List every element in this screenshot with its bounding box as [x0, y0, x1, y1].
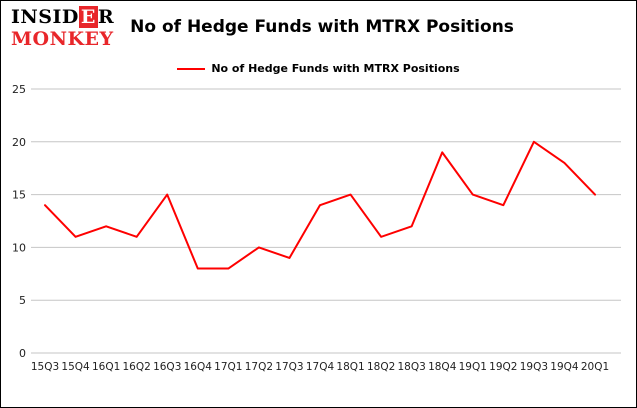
x-axis-tick-label: 16Q1: [92, 361, 120, 373]
legend-label: No of Hedge Funds with MTRX Positions: [211, 62, 459, 75]
x-axis-tick-label: 18Q2: [367, 361, 395, 373]
x-axis-tick-label: 16Q4: [184, 361, 213, 373]
legend-line-swatch: [177, 68, 205, 70]
x-axis-tick-label: 15Q4: [61, 361, 90, 373]
x-axis-tick-label: 15Q3: [31, 361, 59, 373]
logo-text-post: R: [98, 6, 114, 28]
x-axis-tick-label: 16Q2: [123, 361, 151, 373]
x-axis-tick-label: 19Q1: [459, 361, 487, 373]
page-title: No of Hedge Funds with MTRX Positions: [130, 17, 514, 37]
chart-card: INSIDER MONKEY No of Hedge Funds with MT…: [0, 0, 637, 408]
x-axis-tick-label: 17Q3: [275, 361, 303, 373]
y-axis-tick-label: 10: [12, 241, 26, 254]
data-series-line: [45, 142, 595, 269]
header: INSIDER MONKEY No of Hedge Funds with MT…: [11, 8, 514, 50]
x-axis-tick-label: 20Q1: [581, 361, 609, 373]
x-axis-tick-label: 19Q3: [520, 361, 548, 373]
x-axis-tick-label: 18Q1: [336, 361, 364, 373]
logo-highlight-letter: E: [79, 6, 98, 28]
x-axis-tick-label: 18Q3: [398, 361, 426, 373]
y-axis-tick-label: 5: [19, 294, 26, 307]
y-axis-tick-label: 25: [12, 83, 26, 96]
x-axis-tick-label: 18Q4: [428, 361, 457, 373]
y-axis-tick-label: 20: [12, 136, 26, 149]
y-axis-tick-label: 0: [19, 347, 26, 360]
logo-text-pre: INSID: [11, 6, 79, 28]
x-axis-tick-label: 17Q1: [214, 361, 242, 373]
x-axis-tick-label: 19Q4: [550, 361, 579, 373]
logo-line1: INSIDER: [11, 8, 114, 28]
y-axis-tick-label: 15: [12, 189, 26, 202]
x-axis-tick-label: 17Q2: [245, 361, 273, 373]
logo-line2: MONKEY: [11, 30, 114, 50]
chart-legend: No of Hedge Funds with MTRX Positions: [1, 62, 636, 75]
x-axis-tick-label: 16Q3: [153, 361, 181, 373]
line-chart: 051015202515Q315Q416Q116Q216Q316Q417Q117…: [1, 76, 636, 391]
x-axis-tick-label: 19Q2: [489, 361, 517, 373]
insider-monkey-logo: INSIDER MONKEY: [11, 8, 114, 50]
x-axis-tick-label: 17Q4: [306, 361, 335, 373]
